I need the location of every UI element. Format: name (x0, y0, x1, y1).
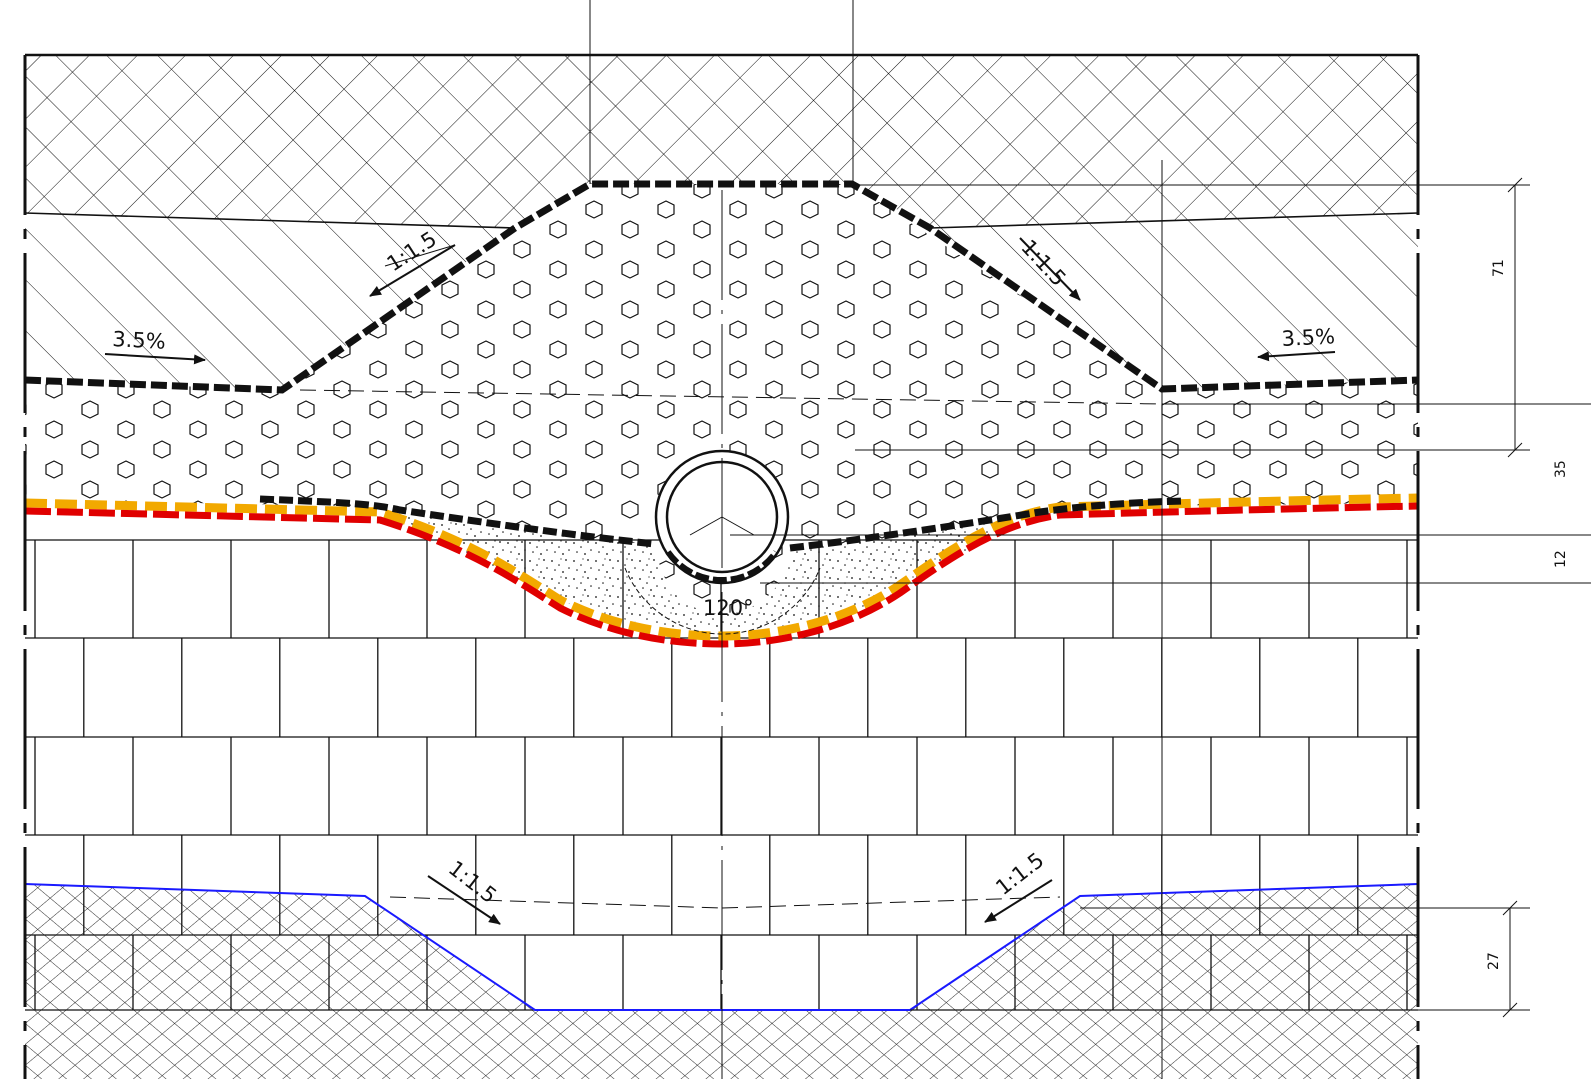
dimension-lines (1503, 178, 1522, 1017)
slope-label-bottom-right: 1:1.5 (991, 848, 1048, 900)
grade-label-right: 3.5% (1281, 324, 1336, 351)
dimension-71: 71 (1491, 259, 1507, 277)
dimension-35: 35 (1553, 460, 1569, 478)
dimension-27: 27 (1486, 952, 1502, 970)
grade-label-left: 3.5% (112, 327, 167, 354)
pipe-angle-label: 120° (703, 596, 754, 620)
dimension-12: 12 (1553, 550, 1569, 568)
